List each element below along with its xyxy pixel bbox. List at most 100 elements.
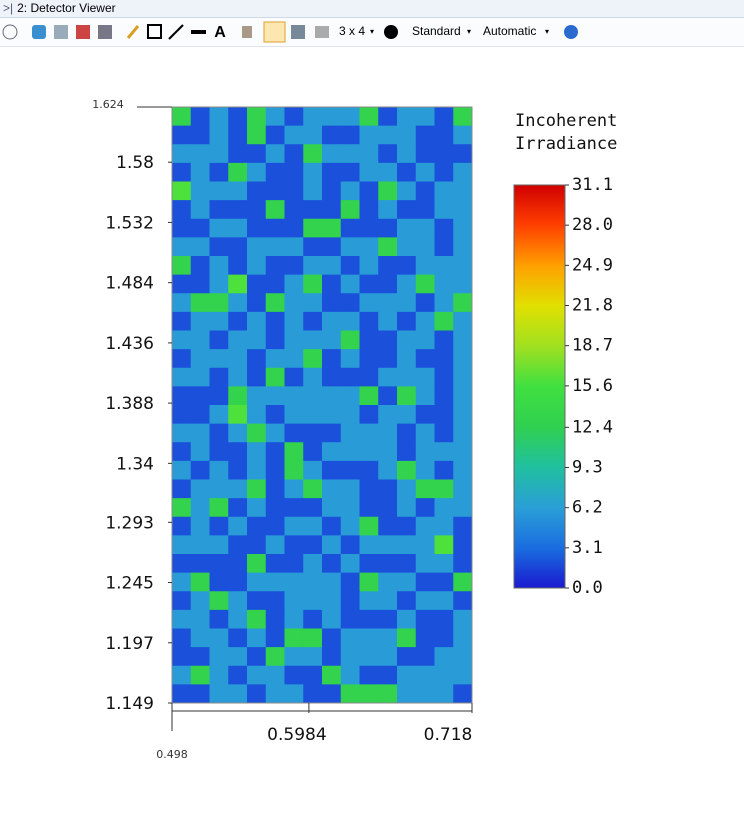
heatmap-cell: [322, 218, 342, 238]
heatmap-cell: [209, 498, 229, 518]
heatmap-cell: [378, 442, 398, 462]
heatmap-cell: [359, 498, 379, 518]
refresh-button[interactable]: [32, 25, 46, 39]
heatmap-cell: [434, 628, 454, 648]
y-tick-label: 1.293: [105, 513, 154, 533]
heatmap-cell: [303, 311, 323, 331]
layers-button[interactable]: [315, 26, 329, 38]
heatmap-cell: [190, 572, 210, 592]
heatmap-cell: [265, 591, 285, 611]
heatmap-cell: [453, 498, 473, 518]
heatmap-cell: [378, 684, 398, 704]
help-button[interactable]: [564, 25, 578, 39]
heatmap-cell: [209, 554, 229, 574]
heatmap-cell: [397, 442, 417, 462]
heatmap-cell: [265, 498, 285, 518]
heatmap-cell: [228, 218, 248, 238]
heatmap-cell: [228, 609, 248, 629]
heatmap-cell: [190, 554, 210, 574]
heatmap-cell: [284, 572, 304, 592]
heatmap-cell: [190, 516, 210, 536]
heatmap-cell: [340, 516, 360, 536]
heatmap-cell: [453, 125, 473, 145]
heatmap-cell: [378, 367, 398, 387]
automatic-menu[interactable]: Automatic: [483, 24, 536, 38]
heatmap-cell: [434, 516, 454, 536]
heatmap-cell: [172, 572, 192, 592]
heatmap-cell: [303, 479, 323, 499]
heatmap-cell: [172, 684, 192, 704]
window-button[interactable]: [291, 25, 305, 39]
heatmap-cell: [228, 460, 248, 480]
zoom-button[interactable]: [263, 21, 286, 43]
heatmap-cell: [378, 609, 398, 629]
heatmap-cell: [322, 647, 342, 667]
heatmap-cell: [415, 311, 435, 331]
heatmap-cell: [359, 442, 379, 462]
colorbar-title: Irradiance: [515, 134, 617, 154]
heatmap-cell: [303, 665, 323, 685]
heatmap-cell: [228, 107, 248, 127]
heatmap-cell: [190, 591, 210, 611]
heatmap-cell: [284, 237, 304, 257]
heatmap-cell: [322, 237, 342, 257]
heatmap-cell: [228, 628, 248, 648]
heatmap-cell: [434, 144, 454, 164]
heatmap-cell: [303, 218, 323, 238]
heatmap-cell: [415, 386, 435, 406]
menu-button[interactable]: [2, 24, 18, 40]
heatmap-cell: [359, 591, 379, 611]
heatmap-cell: [190, 423, 210, 443]
print-button[interactable]: [98, 25, 112, 39]
rectangle-button[interactable]: [147, 24, 162, 39]
pencil-button[interactable]: [126, 25, 140, 39]
heatmap-cell: [209, 274, 229, 294]
heatmap-cell: [303, 330, 323, 350]
plot-frame: [171, 106, 473, 704]
heatmap-cell: [340, 665, 360, 685]
save-button[interactable]: [76, 25, 90, 39]
copy-button[interactable]: [54, 25, 68, 39]
heatmap-cell: [284, 591, 304, 611]
colorbar-tick-label: 21.8: [572, 296, 613, 316]
heatmap-cell: [453, 293, 473, 313]
heatmap-cell: [228, 144, 248, 164]
heatmap-cell: [228, 349, 248, 369]
heatmap-cell: [322, 107, 342, 127]
power-button[interactable]: [384, 25, 398, 39]
heatmap-cell: [284, 516, 304, 536]
heatmap-cell: [434, 367, 454, 387]
text-button[interactable]: A: [214, 24, 226, 41]
heatmap-cell: [265, 460, 285, 480]
heatmap-cell: [265, 516, 285, 536]
heatmap-cell: [415, 237, 435, 257]
heatmap-cell: [397, 125, 417, 145]
heatmap-cell: [340, 218, 360, 238]
heatmap-cell: [434, 274, 454, 294]
heatmap-cell: [378, 330, 398, 350]
colorbar-title: Incoherent: [515, 111, 617, 131]
heatmap-cell: [359, 218, 379, 238]
heatmap-cell: [322, 516, 342, 536]
standard-menu[interactable]: Standard: [412, 24, 461, 38]
heatmap-cell: [303, 367, 323, 387]
arrow-button[interactable]: [168, 24, 184, 40]
lock-button[interactable]: [242, 26, 252, 38]
y-tick-label: 1.532: [105, 213, 154, 233]
heatmap-cell: [284, 256, 304, 276]
layout-menu[interactable]: 3 x 4: [339, 24, 365, 38]
heatmap-cell: [378, 274, 398, 294]
heatmap-cell: [172, 218, 192, 238]
heatmap-cell: [209, 479, 229, 499]
heatmap-cell: [303, 256, 323, 276]
heatmap-cell: [247, 162, 267, 182]
heatmap-cell: [378, 554, 398, 574]
heatmap-cell: [359, 311, 379, 331]
heatmap-cell: [378, 591, 398, 611]
heatmap-cell: [397, 591, 417, 611]
heatmap-cell: [359, 330, 379, 350]
heatmap-cell: [303, 107, 323, 127]
heatmap-cell: [228, 684, 248, 704]
heatmap-cell: [247, 684, 267, 704]
heatmap-cell: [397, 330, 417, 350]
